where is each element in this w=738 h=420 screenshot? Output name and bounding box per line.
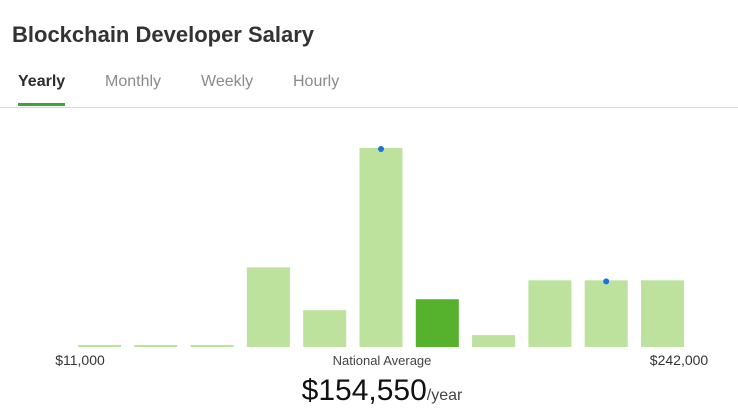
bar — [78, 345, 121, 347]
average-unit: /year — [427, 387, 463, 404]
bar — [303, 310, 347, 347]
tab-bar: Yearly Monthly Weekly Hourly — [0, 60, 738, 108]
tab[interactable]: Weekly — [201, 73, 254, 90]
bar — [246, 267, 290, 347]
bar — [528, 280, 572, 347]
average-salary: $154,550/year — [302, 374, 463, 407]
bar — [472, 335, 516, 347]
bar — [190, 345, 234, 347]
bar — [584, 280, 628, 347]
bar — [359, 148, 403, 347]
marker-dot — [378, 146, 384, 152]
tab[interactable]: Hourly — [293, 73, 340, 90]
bar — [134, 345, 178, 347]
bar — [415, 299, 459, 347]
tab[interactable]: Yearly — [18, 73, 66, 106]
tab[interactable]: Monthly — [105, 73, 162, 90]
bar — [641, 280, 684, 347]
average-value: $154,550 — [302, 374, 427, 407]
marker-dot — [603, 278, 610, 285]
max-label: $242,000 — [650, 352, 709, 368]
page-title: Blockchain Developer Salary — [12, 22, 315, 47]
min-label: $11,000 — [55, 352, 105, 368]
average-label: National Average — [333, 353, 432, 368]
